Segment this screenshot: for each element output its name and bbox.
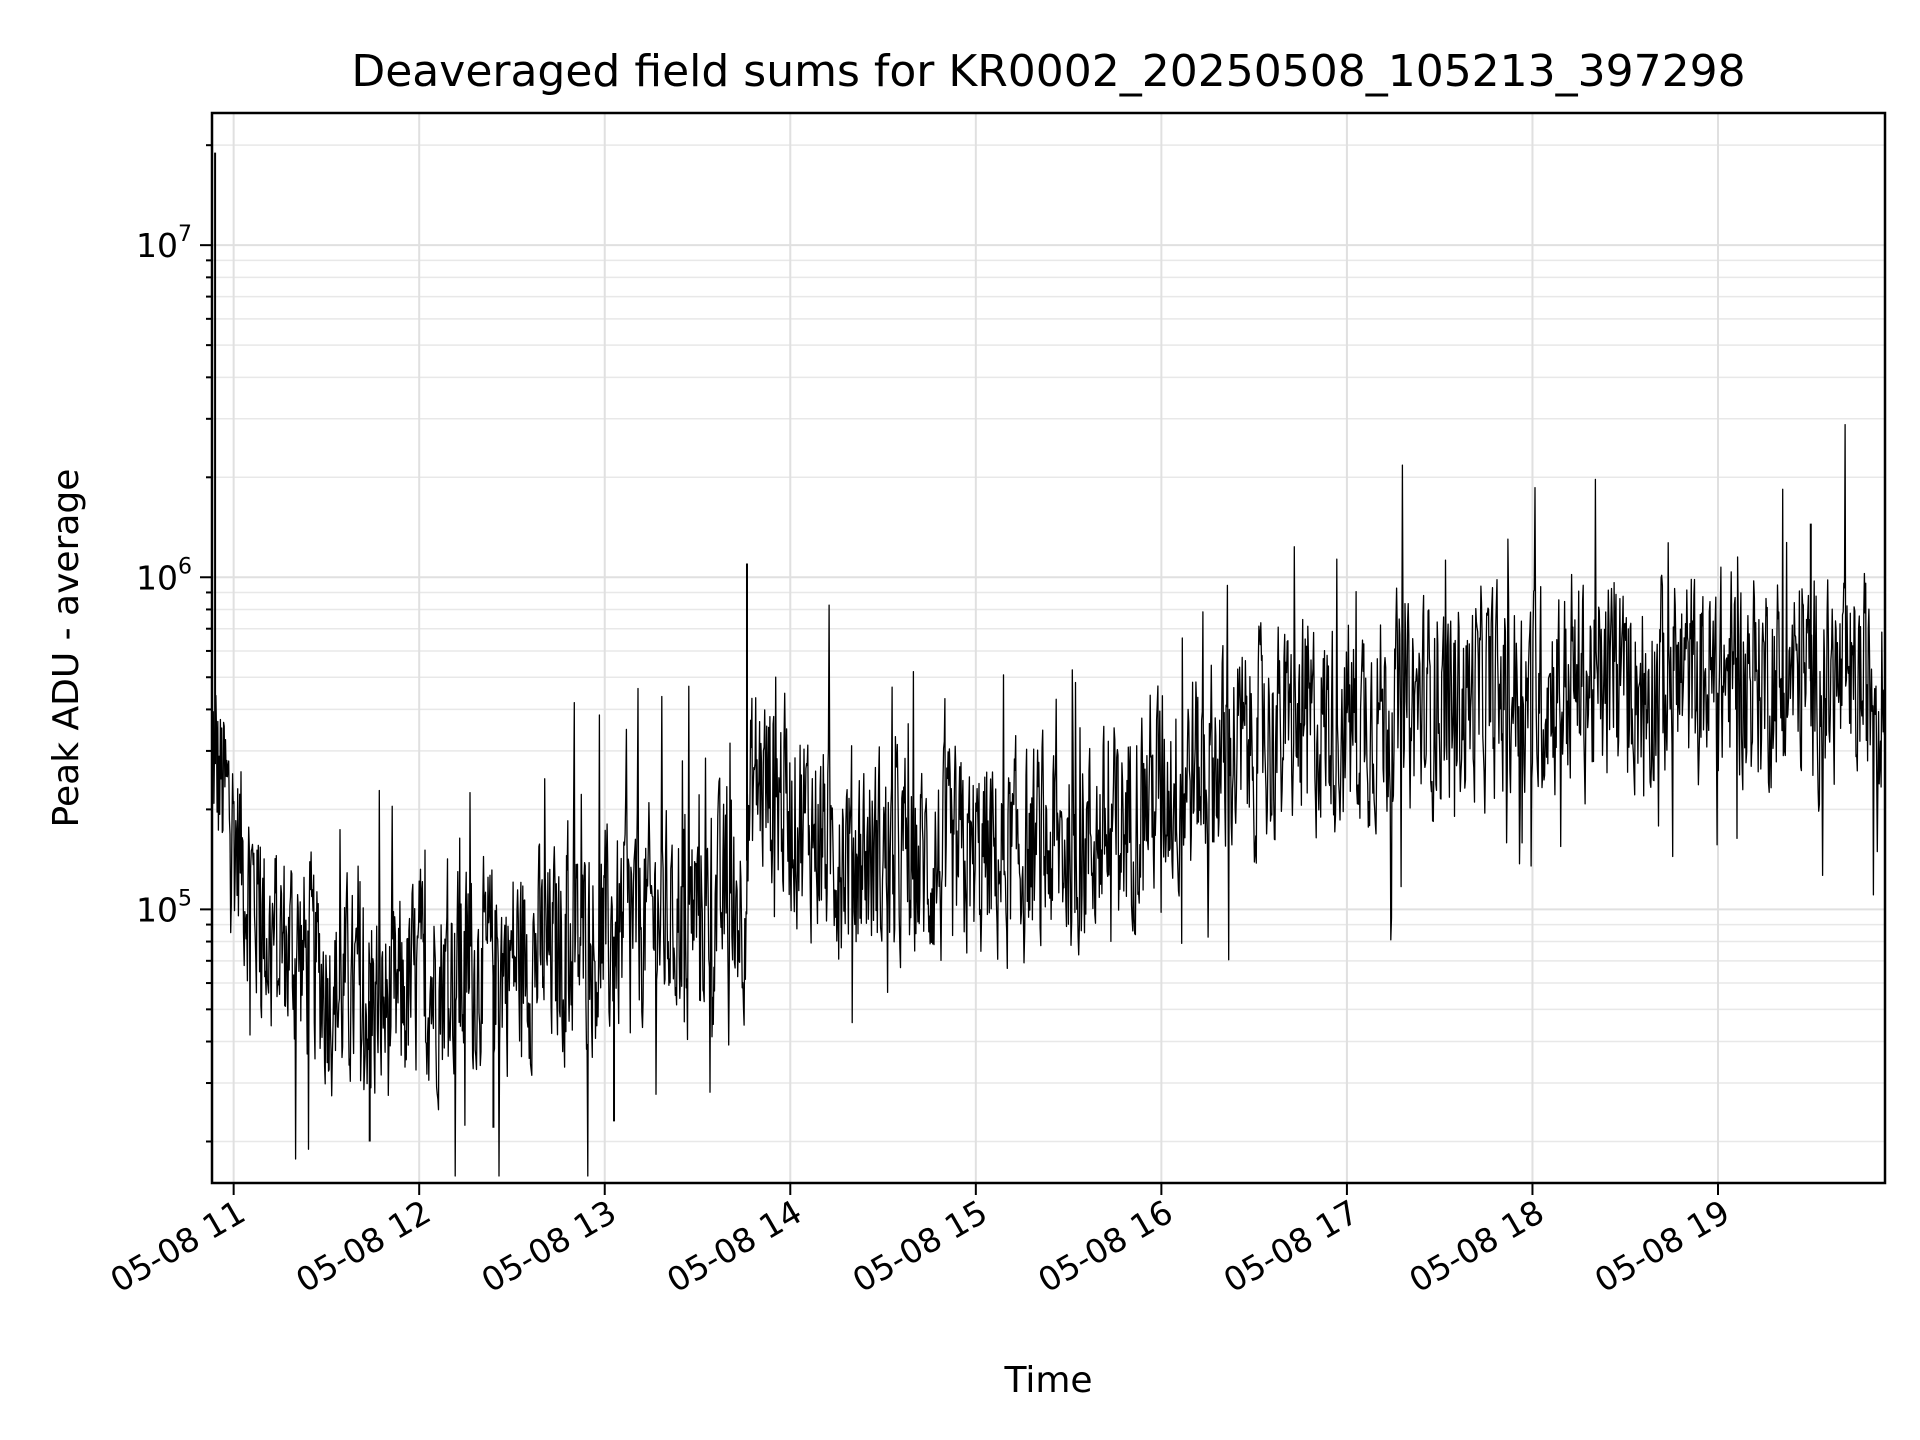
- y-tick-label: 107: [136, 222, 192, 265]
- y-tick-base: 10: [136, 890, 178, 929]
- y-tick-base: 10: [136, 558, 178, 597]
- y-tick-label: 106: [136, 554, 192, 597]
- y-tick-label: 105: [136, 886, 192, 929]
- y-tick-base: 10: [136, 226, 178, 265]
- plot-frame: [210, 111, 1887, 1185]
- series-layer: [211, 152, 1886, 1177]
- y-tick-exponent: 6: [178, 554, 192, 579]
- chart-title: Deaveraged field sums for KR0002_2025050…: [351, 46, 1745, 97]
- y-tick-exponent: 7: [178, 222, 192, 247]
- y-axis-label: Peak ADU - average: [46, 469, 87, 828]
- series-line: [211, 423, 1886, 1177]
- y-tick-exponent: 5: [178, 886, 192, 911]
- x-axis-label: Time: [1003, 1360, 1092, 1401]
